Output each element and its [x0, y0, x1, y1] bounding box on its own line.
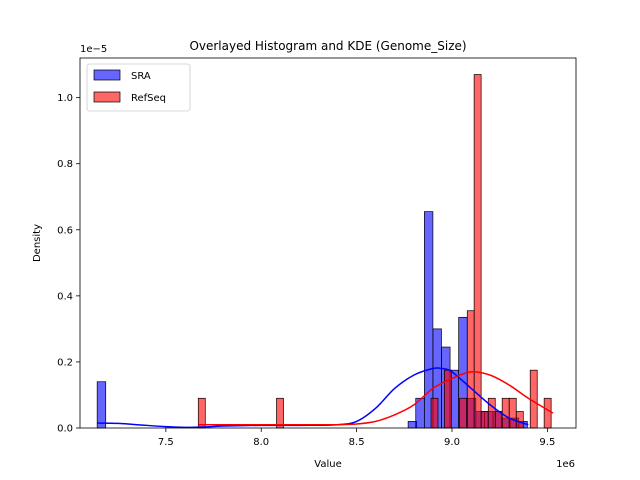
bars-layer	[96, 74, 552, 429]
legend-label-sra: SRA	[131, 71, 151, 82]
bar-refseq-11	[508, 397, 517, 429]
bar-refseq-14	[543, 397, 552, 429]
y-tick-label: 0.0	[57, 424, 73, 435]
legend-label-refseq: RefSeq	[131, 93, 166, 104]
bar-refseq-12	[515, 411, 524, 429]
bar-sra-3	[423, 211, 434, 429]
kde-line-sra	[97, 367, 529, 429]
bar-refseq-10	[501, 397, 510, 429]
bar-refseq-4	[459, 397, 467, 429]
y-axis-label: Density	[32, 224, 43, 262]
x-axis: 7.5 8.0 8.5 9.0 9.5	[158, 428, 555, 448]
bar-refseq-2	[430, 397, 439, 429]
bar-refseq-1	[276, 397, 284, 429]
legend-swatch-refseq	[93, 91, 121, 103]
y-tick-label: 1.0	[57, 93, 73, 104]
plot-area-frame	[79, 57, 577, 429]
bar-refseq-8	[487, 397, 496, 429]
bar-refseq-0	[197, 397, 206, 429]
legend: SRA RefSeq	[86, 63, 191, 112]
bar-refseq-6	[473, 74, 482, 429]
y-tick-label: 0.4	[57, 291, 73, 302]
x-tick-label: 8.5	[349, 437, 365, 448]
x-tick-label: 9.0	[444, 437, 460, 448]
x-offset-text: 1e6	[556, 459, 575, 470]
chart-title: Overlayed Histogram and KDE (Genome_Size…	[189, 39, 466, 53]
bar-sra-0	[96, 381, 107, 429]
y-offset-text: 1e−5	[80, 44, 107, 55]
kde-layer	[97, 367, 554, 429]
y-tick-label: 0.8	[57, 159, 73, 170]
x-tick-label: 7.5	[158, 437, 174, 448]
x-axis-label: Value	[314, 459, 341, 470]
bar-sra-1	[407, 421, 418, 429]
y-tick-label: 0.6	[57, 225, 73, 236]
legend-swatch-sra	[93, 69, 121, 81]
x-tick-label: 9.5	[539, 437, 555, 448]
bar-refseq-7	[480, 411, 489, 429]
x-tick-label: 8.0	[253, 437, 269, 448]
kde-line-refseq	[198, 370, 554, 426]
bar-refseq-5	[466, 310, 475, 429]
y-tick-label: 0.2	[57, 357, 73, 368]
y-axis: 0.0 0.2 0.4 0.6 0.8 1.0	[57, 93, 80, 435]
bar-refseq-13	[529, 369, 538, 429]
